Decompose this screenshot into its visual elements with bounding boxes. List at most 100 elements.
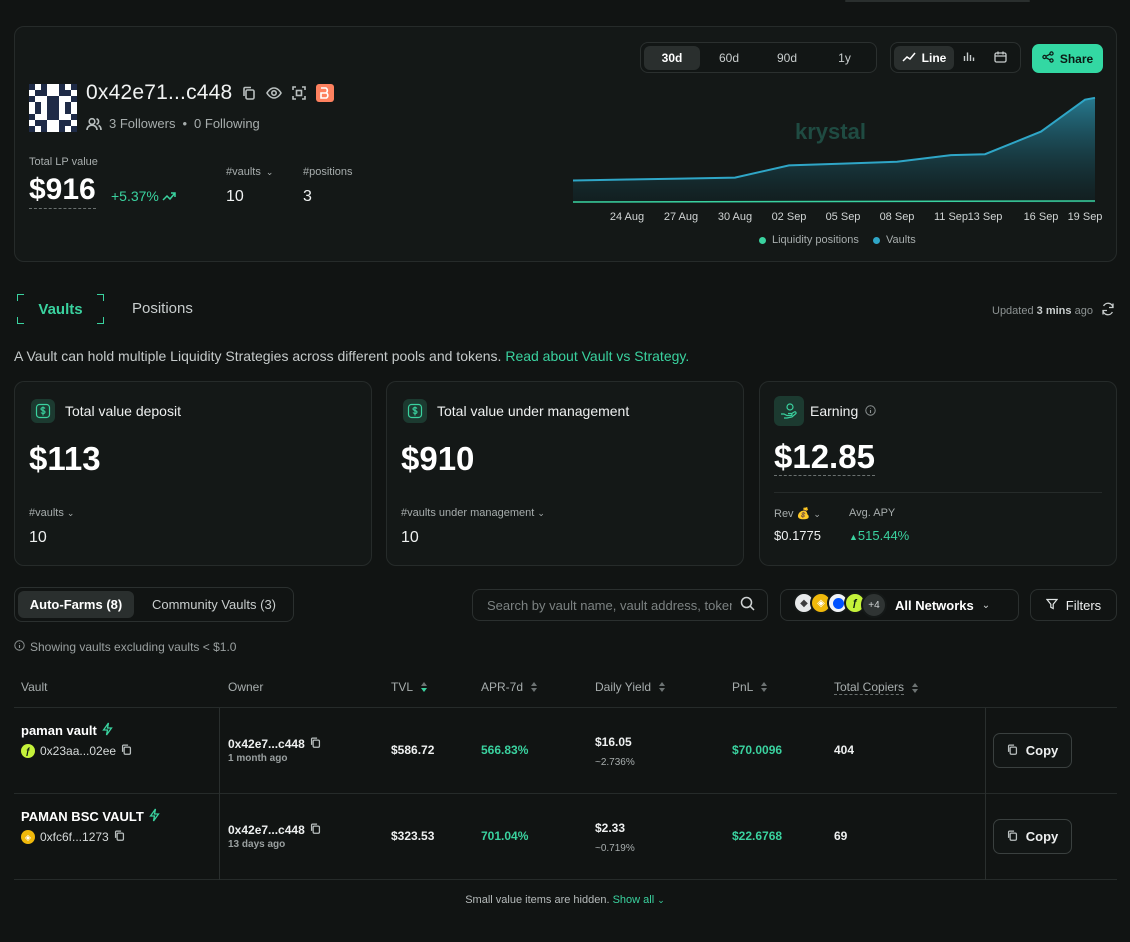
vault-search — [472, 589, 768, 621]
kpi-rev-label[interactable]: Rev 💰 ⌄ — [774, 507, 821, 520]
tab-auto-farms[interactable]: Auto-Farms (8) — [18, 591, 134, 618]
range-90d[interactable]: 90d — [776, 51, 798, 65]
copy-icon[interactable] — [121, 744, 132, 758]
network-selector-label: All Networks — [895, 597, 974, 613]
owner-created-ago: 13 days ago — [228, 839, 286, 850]
copy-icon[interactable] — [310, 823, 321, 837]
col-pnl[interactable]: PnL — [732, 680, 768, 694]
liquidity-positions-line — [572, 200, 1096, 203]
search-input[interactable] — [487, 597, 732, 613]
mode-line-button[interactable]: Line — [894, 46, 954, 70]
vault-address-cell: ƒ 0x23aa...02ee — [21, 744, 132, 758]
sort-icon — [912, 682, 919, 693]
kpi-deposit-sub-text: #vaults — [29, 507, 64, 519]
col-tvl[interactable]: TVL — [391, 680, 428, 694]
owner-cell[interactable]: 0x42e7...c448 — [228, 737, 321, 751]
tab-corner — [17, 294, 24, 301]
copy-icon — [1007, 829, 1018, 844]
range-60d[interactable]: 60d — [718, 51, 740, 65]
refresh-icon[interactable] — [1101, 302, 1115, 319]
legend-liquidity-dot — [759, 236, 766, 244]
vault-name-cell[interactable]: paman vault — [21, 722, 113, 739]
kpi-management-sub-label[interactable]: #vaults under management ⌄ — [401, 507, 545, 519]
table-row[interactable]: paman vault ƒ 0x23aa...02ee 0x42e7...c44… — [14, 708, 1117, 794]
legend-liquidity-positions[interactable]: Liquidity positions — [759, 234, 859, 246]
copy-icon[interactable] — [242, 86, 256, 100]
show-all-link[interactable]: Show all ⌄ — [613, 894, 665, 906]
showing-note: Showing vaults excluding vaults < $1.0 — [14, 640, 236, 654]
vault-address: 0xfc6f...1273 — [40, 830, 109, 844]
kpi-earning-title-text: Earning — [810, 403, 859, 419]
copy-vault-button[interactable]: Copy — [993, 819, 1072, 854]
legend-liquidity-label: Liquidity positions — [772, 234, 859, 246]
chevron-down-icon: ⌄ — [66, 508, 75, 518]
mode-calendar-button[interactable] — [984, 46, 1016, 70]
share-button[interactable]: Share — [1032, 44, 1103, 73]
hidden-items-note: Small value items are hidden. Show all ⌄ — [0, 894, 1130, 906]
tab-vaults[interactable]: Vaults — [17, 294, 104, 324]
copy-icon[interactable] — [310, 737, 321, 751]
copy-icon[interactable] — [114, 830, 125, 844]
kpi-management-title: Total value under management — [437, 403, 630, 419]
chevron-down-icon: ⌄ — [265, 167, 274, 177]
col-daily-yield[interactable]: Daily Yield — [595, 680, 666, 694]
tab-corner — [97, 294, 104, 301]
bolt-icon — [149, 808, 160, 825]
owner-cell[interactable]: 0x42e7...c448 — [228, 823, 321, 837]
calendar-icon — [993, 51, 1007, 66]
tab-corner — [17, 317, 24, 324]
search-icon[interactable] — [740, 596, 755, 614]
tab-positions[interactable]: Positions — [132, 300, 193, 317]
total-lp-change: +5.37% — [111, 188, 176, 204]
followers-info: 3 Followers • 0 Following — [86, 116, 260, 131]
vault-name-cell[interactable]: PAMAN BSC VAULT — [21, 808, 160, 825]
vault-intro-text: A Vault can hold multiple Liquidity Stra… — [14, 348, 502, 364]
x-tick-label: 05 Sep — [825, 211, 861, 223]
info-icon[interactable] — [865, 403, 876, 419]
updated-suffix: ago — [1074, 304, 1093, 317]
tvl-chart[interactable]: krystal — [572, 87, 1103, 207]
vaults-stat-label[interactable]: #vaults ⌄ — [226, 166, 273, 178]
range-1y[interactable]: 1y — [838, 51, 851, 65]
tab-vaults-label: Vaults — [38, 300, 83, 318]
copy-label: Copy — [1025, 829, 1059, 844]
kpi-total-deposit: Total value deposit $113 #vaults ⌄ 10 — [14, 381, 372, 566]
hidden-items-text: Small value items are hidden. — [465, 894, 610, 906]
vault-vs-strategy-link[interactable]: Read about Vault vs Strategy. — [505, 348, 690, 364]
x-tick-label: 02 Sep — [771, 211, 807, 223]
col-vault: Vault — [21, 680, 48, 694]
scan-icon[interactable] — [292, 86, 307, 100]
vaults-stat-value: 10 — [226, 188, 244, 205]
mode-bar-button[interactable] — [954, 46, 984, 70]
show-all-label: Show all — [612, 894, 655, 906]
tvl-cell: $323.53 — [391, 829, 435, 843]
kpi-rev-label-text: Rev 💰 — [774, 508, 811, 520]
users-icon — [86, 117, 102, 131]
top-bar-edge — [845, 0, 1030, 2]
kpi-management-sub-value: 10 — [401, 529, 419, 546]
share-icon — [1042, 51, 1054, 66]
copy-label: Copy — [1025, 743, 1059, 758]
table-row[interactable]: PAMAN BSC VAULT ◈ 0xfc6f...1273 0x42e7..… — [14, 794, 1117, 880]
kpi-deposit-sub-label[interactable]: #vaults ⌄ — [29, 507, 74, 519]
filters-button[interactable]: Filters — [1030, 589, 1117, 621]
col-apr[interactable]: APR-7d — [481, 680, 538, 694]
copy-vault-button[interactable]: Copy — [993, 733, 1072, 768]
col-total-copiers[interactable]: Total Copiers — [834, 680, 919, 695]
network-selector[interactable]: ◆ ◈ ƒ +4 All Networks ⌄ — [780, 589, 1019, 621]
tab-community-vaults[interactable]: Community Vaults (3) — [151, 597, 276, 612]
eye-icon[interactable] — [266, 86, 283, 100]
debank-icon[interactable] — [316, 84, 335, 102]
col-daily-yield-label: Daily Yield — [595, 680, 652, 694]
wallet-address: 0x42e71...c448 — [86, 81, 335, 105]
positions-stat-label: #positions — [303, 166, 353, 178]
wallet-address-text: 0x42e71...c448 — [86, 81, 233, 104]
following-count[interactable]: 0 Following — [194, 116, 260, 131]
range-30d[interactable]: 30d — [644, 46, 700, 70]
legend-vaults[interactable]: Vaults — [873, 234, 916, 246]
tvl-cell: $586.72 — [391, 743, 435, 757]
mode-line-label: Line — [921, 51, 947, 65]
vault-type-tabs: Auto-Farms (8) Community Vaults (3) — [14, 587, 294, 622]
daily-yield-cell: $16.05 — [595, 735, 632, 749]
followers-count[interactable]: 3 Followers — [109, 116, 176, 131]
